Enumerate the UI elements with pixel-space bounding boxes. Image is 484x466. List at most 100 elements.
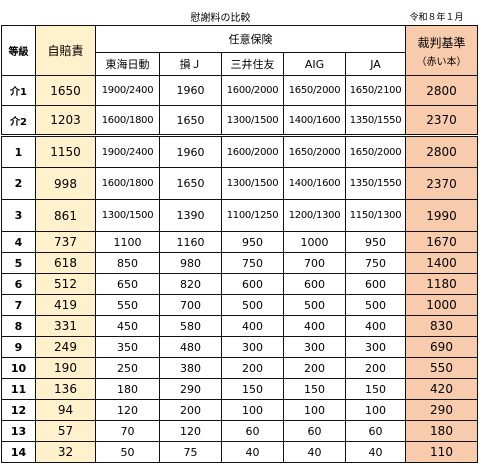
insurance-cell: 700 (159, 294, 222, 316)
insurance-cell: 120 (95, 399, 160, 421)
table-row: 4 737 1100 1160 950 1000 950 1670 (1, 231, 478, 253)
insurance-cell: 1000 (283, 231, 346, 253)
insurance-cell: 200 (345, 357, 406, 379)
header-grade: 等級 (1, 25, 36, 76)
saiban-cell: 690 (405, 336, 478, 358)
saiban-cell: 1000 (405, 294, 478, 316)
jibai-cell: 32 (35, 441, 96, 463)
insurance-cell: 70 (95, 420, 160, 442)
insurance-cell: 400 (283, 315, 346, 337)
header-company-2: 損Ｊ (159, 52, 222, 76)
table-row: 介2 1203 1600/1800 1650 1300/1500 1400/1600 135… (1, 105, 478, 137)
insurance-cell: 40 (345, 441, 406, 463)
insurance-cell: 1650 (159, 167, 222, 200)
insurance-cell: 40 (221, 441, 284, 463)
table-row: 13 57 70 120 60 60 60 180 (1, 420, 478, 442)
insurance-cell: 950 (345, 231, 406, 253)
insurance-cell: 1960 (159, 135, 222, 168)
insurance-cell: 600 (221, 273, 284, 295)
header-nini: 任意保険 (95, 25, 406, 53)
grade-cell: 7 (1, 294, 36, 316)
jibai-cell: 618 (35, 252, 96, 274)
grade-cell: 11 (1, 378, 36, 400)
insurance-cell: 1100 (95, 231, 160, 253)
jibai-cell: 249 (35, 336, 96, 358)
insurance-cell: 50 (95, 441, 160, 463)
sheet-title: 慰謝料の比較 (190, 13, 251, 24)
grade-cell: 13 (1, 420, 36, 442)
header-saiban: 裁判基準 （赤い本） (405, 25, 478, 76)
insurance-cell: 200 (159, 399, 222, 421)
grade-cell: 介1 (1, 75, 36, 106)
insurance-cell: 300 (283, 336, 346, 358)
table-row: 7 419 550 700 500 500 500 1000 (1, 294, 478, 316)
saiban-cell: 2800 (405, 135, 478, 168)
insurance-cell: 120 (159, 420, 222, 442)
table-row: 10 190 250 380 200 200 200 550 (1, 357, 478, 379)
insurance-cell: 550 (95, 294, 160, 316)
header-company-3: 三井住友 (221, 52, 284, 76)
header-saiban-line2: （赤い本） (416, 56, 467, 68)
insurance-cell: 820 (159, 273, 222, 295)
insurance-cell: 250 (95, 357, 160, 379)
jibai-cell: 190 (35, 357, 96, 379)
saiban-cell: 2370 (405, 105, 478, 137)
grade-cell: 4 (1, 231, 36, 253)
insurance-cell: 1300/1500 (95, 199, 160, 232)
insurance-cell: 100 (345, 399, 406, 421)
title-row: 慰謝料の比較 令和８年１月 (2, 8, 478, 26)
insurance-cell: 750 (221, 252, 284, 274)
jibai-cell: 419 (35, 294, 96, 316)
saiban-cell: 2370 (405, 167, 478, 200)
insurance-cell: 1650/2100 (345, 75, 406, 106)
insurance-cell: 1900/2400 (95, 75, 160, 106)
jibai-cell: 998 (35, 167, 96, 200)
insurance-cell: 1960 (159, 75, 222, 106)
insurance-cell: 1600/2000 (221, 75, 284, 106)
insurance-cell: 1100/1250 (221, 199, 284, 232)
grade-cell: 10 (1, 357, 36, 379)
insurance-cell: 500 (221, 294, 284, 316)
saiban-cell: 550 (405, 357, 478, 379)
saiban-cell: 290 (405, 399, 478, 421)
grade-cell: 14 (1, 441, 36, 463)
saiban-cell: 420 (405, 378, 478, 400)
insurance-cell: 1600/2000 (221, 135, 284, 168)
grade-cell: 6 (1, 273, 36, 295)
insurance-cell: 300 (221, 336, 284, 358)
saiban-cell: 1670 (405, 231, 478, 253)
insurance-cell: 1300/1500 (221, 105, 284, 137)
insurance-cell: 850 (95, 252, 160, 274)
comparison-table: 慰謝料の比較 令和８年１月 等級 自賠責 任意保険 裁判基準 （赤い本） 東海日… (1, 8, 478, 463)
insurance-cell: 1600/1800 (95, 167, 160, 200)
insurance-cell: 980 (159, 252, 222, 274)
jibai-cell: 57 (35, 420, 96, 442)
insurance-cell: 380 (159, 357, 222, 379)
insurance-cell: 650 (95, 273, 160, 295)
insurance-cell: 450 (95, 315, 160, 337)
insurance-cell: 290 (159, 378, 222, 400)
insurance-cell: 150 (283, 378, 346, 400)
insurance-cell: 1200/1300 (283, 199, 346, 232)
insurance-cell: 300 (345, 336, 406, 358)
insurance-cell: 40 (283, 441, 346, 463)
insurance-cell: 1900/2400 (95, 135, 160, 168)
insurance-cell: 100 (221, 399, 284, 421)
table-row: 11 136 180 290 150 150 150 420 (1, 378, 478, 400)
jibai-cell: 331 (35, 315, 96, 337)
insurance-cell: 60 (221, 420, 284, 442)
saiban-cell: 110 (405, 441, 478, 463)
jibai-cell: 512 (35, 273, 96, 295)
insurance-cell: 500 (345, 294, 406, 316)
insurance-cell: 1350/1550 (345, 105, 406, 137)
insurance-cell: 1160 (159, 231, 222, 253)
insurance-cell: 60 (345, 420, 406, 442)
table-row: 12 94 120 200 100 100 100 290 (1, 399, 478, 421)
insurance-cell: 350 (95, 336, 160, 358)
jibai-cell: 136 (35, 378, 96, 400)
header-jibai: 自賠責 (35, 25, 96, 76)
table-row: 8 331 450 580 400 400 400 830 (1, 315, 478, 337)
saiban-cell: 180 (405, 420, 478, 442)
saiban-cell: 1180 (405, 273, 478, 295)
